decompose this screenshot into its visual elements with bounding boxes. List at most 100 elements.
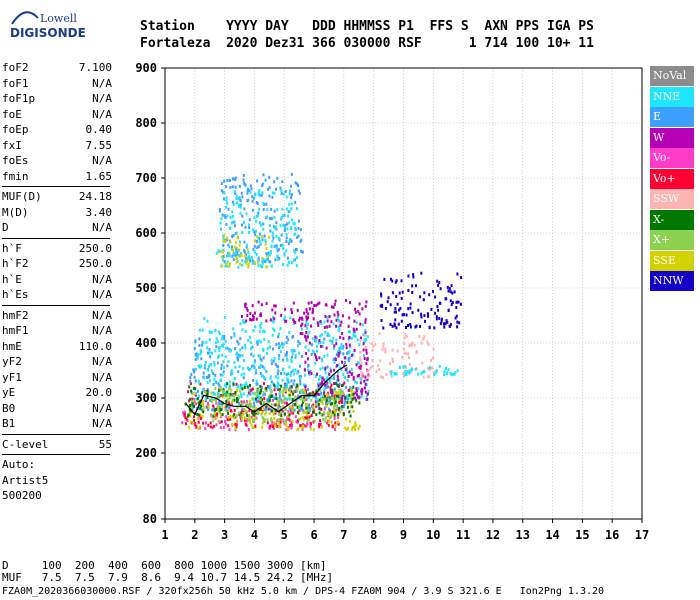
echo-mark	[294, 258, 296, 262]
echo-mark	[268, 425, 271, 429]
echo-mark	[345, 428, 348, 432]
echo-mark	[279, 217, 282, 221]
echo-mark	[312, 428, 315, 432]
echo-mark	[254, 397, 257, 401]
echo-mark	[342, 392, 345, 395]
echo-mark	[423, 291, 426, 295]
echo-mark	[449, 290, 452, 294]
echo-mark	[273, 180, 276, 184]
echo-mark	[278, 354, 281, 357]
echo-mark	[403, 336, 406, 340]
echo-mark	[225, 196, 228, 200]
echo-mark	[235, 247, 238, 251]
echo-mark	[325, 303, 328, 307]
echo-mark	[328, 419, 331, 423]
param-row: M(D) 3.40	[2, 205, 112, 221]
param-value: 24.18	[78, 190, 112, 203]
echo-mark	[287, 261, 290, 264]
echo-mark	[393, 322, 396, 326]
echo-mark	[331, 393, 334, 397]
echo-mark	[262, 406, 265, 410]
echo-mark	[304, 360, 307, 364]
echo-mark	[333, 347, 335, 350]
echo-mark	[287, 242, 290, 246]
echo-mark	[263, 400, 266, 404]
param-value: N/A	[92, 370, 112, 384]
echo-mark	[355, 327, 358, 331]
echo-mark	[360, 389, 363, 393]
echo-mark	[233, 408, 236, 412]
echo-mark	[235, 260, 238, 264]
echo-mark	[278, 413, 281, 417]
echo-mark	[355, 424, 358, 428]
echo-mark	[224, 391, 227, 395]
echo-mark	[306, 326, 309, 330]
echo-mark	[392, 360, 395, 363]
echo-mark	[199, 417, 202, 420]
echo-mark	[231, 210, 234, 214]
echo-mark	[262, 208, 265, 211]
echo-mark	[189, 420, 192, 424]
echo-mark	[251, 195, 254, 199]
echo-mark	[278, 383, 281, 387]
echo-mark	[260, 402, 263, 406]
echo-mark	[231, 393, 234, 397]
echo-mark	[366, 369, 369, 373]
echo-mark	[275, 234, 278, 238]
echo-mark	[257, 264, 260, 268]
echo-mark	[275, 187, 277, 191]
echo-mark	[329, 339, 332, 343]
echo-mark	[282, 409, 285, 413]
echo-mark	[397, 322, 400, 326]
echo-mark	[188, 426, 191, 430]
y-tick-label: 300	[135, 391, 157, 405]
echo-mark	[288, 396, 291, 399]
echo-mark	[222, 344, 225, 348]
echo-mark	[206, 381, 209, 385]
echo-mark	[235, 397, 238, 400]
echo-mark	[382, 326, 385, 330]
echo-mark	[329, 402, 332, 406]
echo-mark	[333, 394, 336, 398]
echo-mark	[290, 360, 293, 364]
echo-mark	[320, 377, 323, 381]
echo-mark	[314, 353, 317, 357]
echo-mark	[281, 399, 284, 403]
echo-mark	[434, 371, 437, 375]
echo-mark	[228, 396, 231, 400]
echo-mark	[183, 413, 186, 417]
echo-mark	[238, 243, 241, 247]
echo-mark	[336, 379, 338, 383]
echo-mark	[430, 366, 433, 370]
echo-mark	[333, 413, 336, 417]
echo-mark	[350, 400, 353, 404]
echo-mark	[217, 355, 219, 359]
echo-mark	[201, 391, 204, 395]
echo-mark	[234, 254, 237, 258]
echo-mark	[434, 311, 437, 315]
echo-mark	[341, 314, 344, 318]
echo-mark	[289, 316, 292, 320]
echo-mark	[351, 426, 354, 429]
echo-mark	[301, 403, 303, 407]
param-value: 250.0	[78, 257, 112, 270]
echo-mark	[294, 415, 297, 419]
echo-mark	[285, 428, 288, 432]
echo-mark	[276, 424, 279, 428]
echo-mark	[301, 250, 304, 254]
echo-mark	[265, 258, 268, 262]
echo-mark	[305, 424, 308, 428]
echo-mark	[333, 417, 336, 420]
echo-mark	[363, 379, 366, 383]
echo-mark	[255, 411, 258, 415]
echo-mark	[383, 277, 386, 281]
echo-mark	[281, 180, 284, 184]
echo-mark	[265, 319, 268, 323]
echo-mark	[271, 420, 274, 424]
echo-mark	[240, 414, 243, 418]
echo-mark	[230, 372, 233, 376]
echo-mark	[332, 357, 335, 361]
echo-mark	[351, 391, 354, 395]
echo-mark	[326, 393, 329, 397]
echo-mark	[401, 313, 404, 317]
